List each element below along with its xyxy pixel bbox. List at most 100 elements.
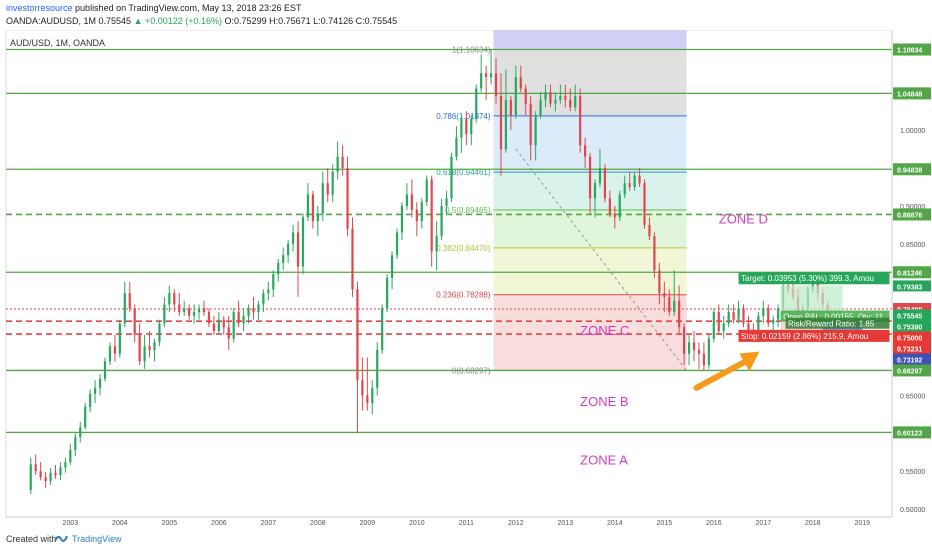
time-axis-tick: 2010 [409, 520, 425, 527]
candle-body [326, 183, 329, 195]
candle-body [544, 92, 547, 100]
candle-body [559, 96, 562, 100]
time-axis-tick: 2003 [63, 520, 79, 527]
candle-body [371, 387, 374, 404]
price-axis-tick: 0.85000 [900, 242, 925, 249]
candle-body [613, 213, 616, 218]
candle-body [311, 194, 314, 222]
price-chart[interactable]: AUD/USD, 1M, OANDA 1(1.10634)0.786(1.018… [0, 30, 932, 528]
candle-body [405, 194, 409, 206]
candle-body [390, 255, 394, 278]
candle-body [34, 464, 37, 472]
candle-body [702, 353, 706, 366]
candle-body [435, 236, 438, 252]
candle-body [608, 198, 611, 214]
candle-body [237, 312, 240, 324]
candle-body [470, 118, 473, 134]
candle-body [683, 327, 686, 354]
candle-body [687, 342, 691, 354]
position-target-text: Target: 0.03953 (5.30%) 399.3, Amou [741, 274, 874, 283]
candle-body [158, 323, 161, 343]
price-level-tag [893, 364, 931, 377]
candle-body [410, 194, 413, 210]
time-axis-tick: 2017 [756, 520, 772, 527]
candle-body [192, 312, 196, 316]
candle-body [574, 96, 577, 108]
fib-trend-line [515, 148, 687, 371]
time-axis-tick: 2005 [162, 520, 178, 527]
candle-body [485, 73, 488, 78]
candle-body [420, 202, 423, 222]
candle-body [316, 213, 319, 222]
price-level-tag [893, 266, 931, 279]
candle-body [321, 183, 324, 214]
candle-body [39, 471, 42, 478]
fib-band [493, 294, 687, 371]
time-axis-tick: 2008 [310, 520, 326, 527]
price-level-tag [893, 87, 931, 100]
candle-body [663, 293, 666, 297]
price-axis-tick: 0.65000 [900, 393, 925, 400]
price-level-tag [893, 208, 931, 221]
candle-body [346, 168, 349, 229]
candle-body [579, 96, 582, 146]
position-stop-box[interactable] [738, 329, 890, 342]
candle-body [267, 289, 270, 294]
candle-body [628, 183, 631, 187]
candle-body [376, 349, 379, 388]
price-tag [893, 342, 931, 354]
candle-body [331, 171, 334, 195]
price-level-tag-text: 0.88876 [897, 212, 922, 219]
candle-body [282, 255, 285, 263]
fib-level-label: 0.618(0.94461) [436, 168, 491, 177]
candle-body [262, 293, 265, 305]
symbol-price: OANDA:AUDUSD, 1M 0.75545 [6, 16, 132, 26]
candle-body [757, 315, 760, 339]
candle-body [618, 194, 621, 218]
author-link[interactable]: investorresource [6, 3, 73, 13]
candle-body [381, 308, 384, 350]
position-open-pnl-box[interactable] [780, 310, 890, 322]
candle-body [415, 209, 418, 222]
candle-body [737, 308, 740, 320]
position-ratio-box[interactable] [785, 317, 890, 329]
fib-band [493, 247, 687, 295]
time-axis-tick: 2018 [805, 520, 821, 527]
arrow-icon [693, 358, 749, 391]
candle-body [762, 308, 765, 316]
chart-footer: Created with TradingView [0, 528, 932, 550]
position-stop-text: Stop: 0.02159 (2.86%) 215.9, Amou [741, 332, 868, 341]
candle-body [742, 308, 745, 324]
candle-body [445, 198, 448, 206]
candle-body [93, 387, 97, 394]
candle-body [603, 168, 607, 199]
candle-body [514, 77, 517, 115]
candle-body [648, 224, 651, 237]
price-tag [893, 309, 931, 321]
price-tag-text: 0.75390 [897, 324, 922, 331]
time-axis-tick: 2007 [261, 520, 277, 527]
price-tag-text: 0.73231 [897, 346, 922, 353]
candle-body [351, 228, 354, 290]
candle-body [767, 308, 770, 324]
publish-text: published on TradingView.com, May 13, 20… [75, 3, 302, 13]
position-target-box[interactable] [738, 272, 890, 285]
candle-body [69, 449, 72, 463]
candle-body [777, 308, 780, 320]
candle-body [455, 137, 458, 157]
candle-body [188, 308, 191, 316]
candle-body [183, 308, 186, 313]
tradingview-brand[interactable]: TradingView [72, 534, 122, 544]
price-level-tag-text: 0.68297 [897, 368, 922, 375]
candle-body [504, 99, 508, 150]
fib-level-label: 0.5(0.89465) [445, 206, 491, 215]
candle-body [465, 118, 468, 134]
price-axis-tick: 0.50000 [900, 507, 925, 514]
candle-body [113, 346, 116, 354]
candle-body [143, 346, 146, 362]
candle-body [64, 462, 67, 468]
candle-body [366, 395, 369, 404]
price-tag [893, 280, 931, 292]
price-tag [893, 331, 931, 343]
candle-body [722, 323, 725, 331]
